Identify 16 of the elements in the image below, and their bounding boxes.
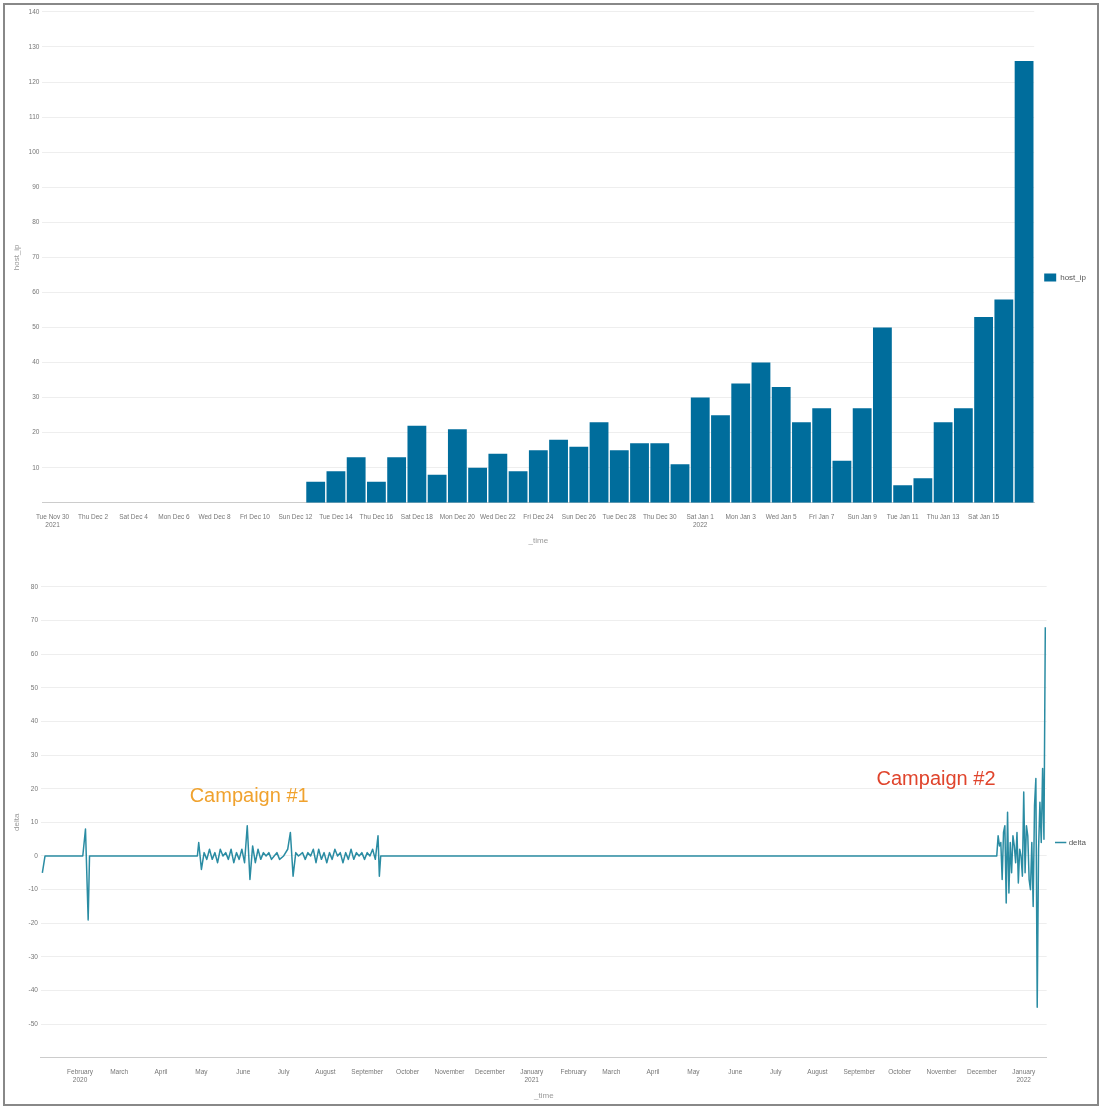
bar [326, 471, 346, 503]
bar [751, 362, 771, 503]
bar [508, 471, 528, 503]
x-axis-title: _time [527, 536, 549, 546]
bar [670, 464, 690, 503]
y-axis-title: host_ip [12, 243, 21, 271]
y-axis-title: delta [12, 813, 21, 832]
annotation: Campaign #1 [189, 783, 309, 806]
bar [306, 481, 326, 503]
legend-label: delta [1068, 837, 1087, 847]
legend-label: host_ip [1060, 272, 1087, 282]
bar [832, 460, 852, 503]
x-axis-title: _time [533, 1091, 555, 1101]
annotation: Campaign #2 [876, 767, 996, 790]
bar [1014, 60, 1034, 503]
bar [589, 422, 609, 503]
